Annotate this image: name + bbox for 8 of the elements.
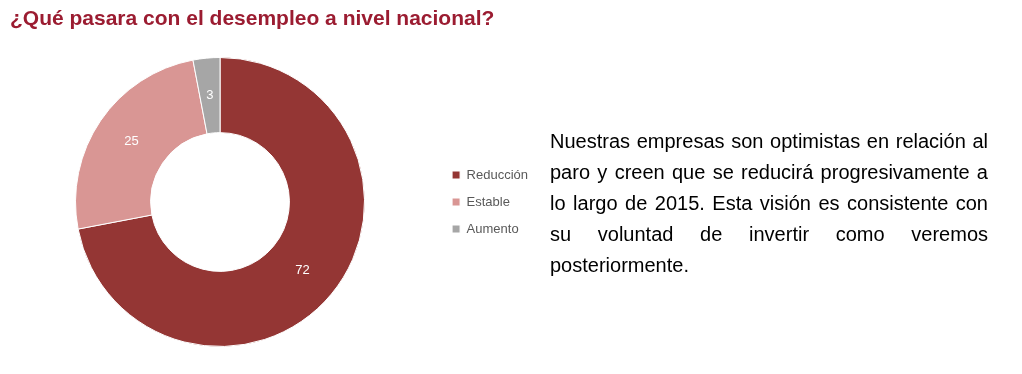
legend-label: Aumento xyxy=(466,220,519,236)
text: Nuestras empresas son optimistas en relación al paro y creen que se reducirá progresivamente a lo largo de 2015. Esta visión es consistente con su voluntad de invertir como veremos posteriormente. xyxy=(550,129,988,278)
legend-label: Estable xyxy=(466,193,510,209)
data-label: 72 xyxy=(295,261,310,277)
chart-title: ¿Qué pasara con el desempleo a nivel nacional? xyxy=(10,6,495,30)
legend-label: Reducción xyxy=(466,166,529,182)
data-label: 3 xyxy=(206,87,214,103)
data-label: 25 xyxy=(124,133,139,149)
